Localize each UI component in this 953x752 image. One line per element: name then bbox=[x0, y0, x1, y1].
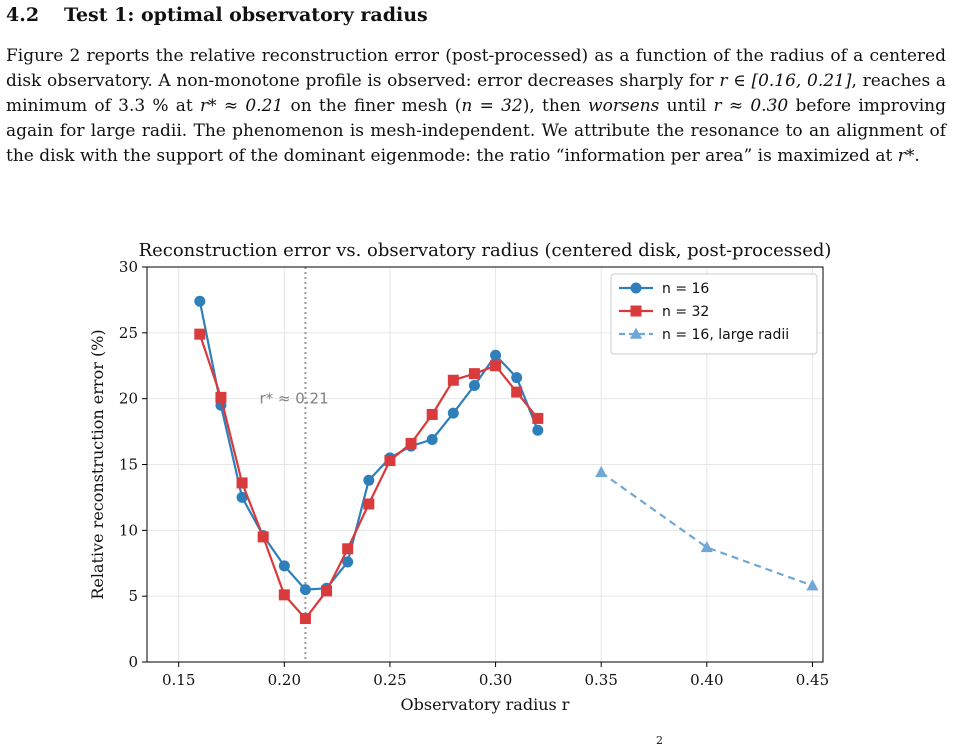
data-point-circle bbox=[532, 424, 544, 436]
legend-box bbox=[610, 273, 818, 355]
x-tick-label: 0.40 bbox=[690, 671, 723, 689]
legend-label: n = 16, large radii bbox=[662, 327, 789, 343]
data-point-circle bbox=[630, 282, 642, 294]
x-tick-label: 0.25 bbox=[373, 671, 406, 689]
paragraph-text: , reaches a minimum of 3.3 % at bbox=[6, 71, 946, 116]
data-point-square bbox=[426, 408, 438, 420]
y-tick-label: 25 bbox=[119, 324, 138, 342]
data-point-triangle bbox=[700, 540, 713, 553]
x-tick-label: 0.15 bbox=[162, 671, 195, 689]
data-point-square bbox=[236, 477, 248, 489]
axis-ticks: 0.15 0.20 0.25 0.30 0.35 0.40 0.45 0 5 10 15 20 25 30 bbox=[119, 258, 829, 689]
data-point-square bbox=[468, 368, 480, 380]
paragraph-text: Figure 2 reports the relative reconstruc… bbox=[6, 46, 946, 91]
data-point-square bbox=[405, 437, 417, 449]
series-2 bbox=[194, 328, 544, 625]
section-title: Test 1: optimal observatory radius bbox=[64, 4, 428, 26]
legend: n = 16 n = 32 n = 16, large radii bbox=[610, 273, 818, 355]
x-axis-label: Observatory radius r bbox=[401, 695, 570, 714]
data-point-square bbox=[511, 386, 523, 398]
series-3 bbox=[595, 465, 819, 591]
data-point-square bbox=[447, 374, 459, 386]
legend-label: n = 32 bbox=[662, 304, 709, 320]
math-inline: r* bbox=[897, 146, 915, 166]
y-tick-label: 5 bbox=[128, 587, 138, 605]
data-point-triangle bbox=[806, 579, 819, 591]
paragraph-text: until bbox=[659, 96, 714, 116]
math-inline: n = 32 bbox=[461, 96, 523, 116]
r-star-annotation: r* ≈ 0.21 bbox=[259, 389, 328, 407]
x-tick-label: 0.35 bbox=[584, 671, 617, 689]
series-layer bbox=[194, 295, 819, 625]
paragraph-text: on the finer mesh ( bbox=[283, 96, 462, 116]
data-point-circle bbox=[363, 474, 375, 486]
series-line bbox=[198, 300, 539, 591]
x-tick-label: 0.20 bbox=[268, 671, 301, 689]
x-tick-label: 0.45 bbox=[796, 671, 829, 689]
data-point-circle bbox=[490, 349, 502, 361]
data-point-circle bbox=[278, 560, 290, 572]
math-inline: r ∈ [0.16, 0.21] bbox=[719, 71, 852, 91]
legend-label: n = 16 bbox=[662, 281, 709, 297]
data-point-square bbox=[215, 391, 227, 403]
data-point-circle bbox=[194, 295, 206, 307]
data-point-triangle bbox=[629, 327, 643, 339]
data-point-circle bbox=[447, 407, 459, 419]
paragraph-text: ), then bbox=[522, 96, 589, 116]
data-point-square bbox=[257, 531, 269, 543]
body-paragraph: Figure 2 reports the relative reconstruc… bbox=[6, 44, 946, 169]
data-point-square bbox=[363, 498, 375, 510]
paragraph-text: before improving again for large radii. … bbox=[6, 96, 947, 166]
data-point-circle bbox=[299, 584, 311, 596]
y-tick-label: 20 bbox=[119, 390, 138, 408]
y-tick-label: 0 bbox=[128, 653, 138, 671]
data-point-square bbox=[532, 412, 544, 424]
data-point-square bbox=[384, 455, 396, 467]
data-point-circle bbox=[511, 372, 523, 384]
data-point-square bbox=[194, 328, 206, 340]
data-point-circle bbox=[468, 380, 480, 391]
data-point-square bbox=[342, 543, 354, 555]
y-tick-label: 30 bbox=[119, 258, 138, 276]
data-point-triangle bbox=[595, 465, 608, 478]
y-tick-label: 10 bbox=[119, 521, 138, 539]
data-point-circle bbox=[426, 433, 438, 445]
data-point-square bbox=[278, 589, 290, 601]
math-inline: r ≈ 0.30 bbox=[713, 96, 789, 116]
page-number: 2 bbox=[656, 734, 663, 747]
data-point-square bbox=[299, 613, 311, 625]
data-point-square bbox=[321, 585, 333, 597]
error-vs-radius-chart: 0.15 0.20 0.25 0.30 0.35 0.40 0.45 0 5 10 15 20 25 30… bbox=[88, 240, 832, 714]
x-tick-label: 0.30 bbox=[479, 671, 512, 689]
chart-title: Reconstruction error vs. observatory rad… bbox=[139, 240, 832, 261]
data-point-square bbox=[630, 305, 642, 317]
paragraph-text: . bbox=[914, 146, 920, 166]
section-number: 4.2 bbox=[6, 4, 40, 26]
emphasis-text: worsens bbox=[588, 96, 660, 116]
series-1 bbox=[194, 295, 544, 596]
series-line bbox=[600, 471, 813, 587]
math-inline: r* ≈ 0.21 bbox=[200, 96, 284, 116]
data-point-square bbox=[490, 360, 502, 372]
data-point-circle bbox=[342, 556, 354, 568]
data-point-circle bbox=[236, 491, 248, 503]
figure: 0.15 0.20 0.25 0.30 0.35 0.40 0.45 0 5 10 15 20 25 30… bbox=[0, 232, 953, 722]
y-axis-label: Relative reconstruction error (%) bbox=[88, 329, 107, 599]
section-heading: 4.2 Test 1: optimal observatory radius bbox=[6, 4, 428, 26]
y-tick-label: 15 bbox=[119, 456, 138, 474]
